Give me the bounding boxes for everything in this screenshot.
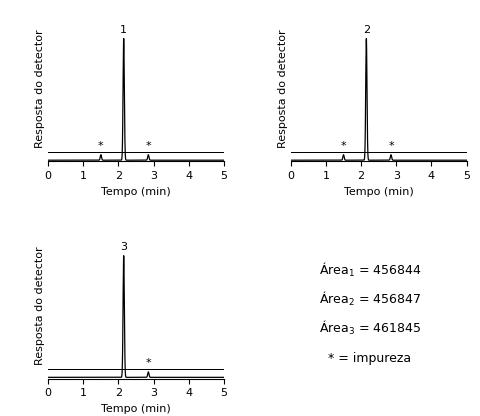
X-axis label: Tempo (min): Tempo (min) bbox=[101, 404, 170, 414]
Text: Área$_3$ = 461845: Área$_3$ = 461845 bbox=[318, 319, 420, 337]
Text: * = impureza: * = impureza bbox=[328, 352, 410, 365]
Y-axis label: Resposta do detector: Resposta do detector bbox=[35, 247, 45, 366]
Text: Área$_2$ = 456847: Área$_2$ = 456847 bbox=[318, 290, 420, 308]
Text: 2: 2 bbox=[362, 25, 369, 35]
Text: *: * bbox=[340, 141, 346, 151]
Text: *: * bbox=[145, 141, 151, 151]
X-axis label: Tempo (min): Tempo (min) bbox=[343, 187, 413, 197]
Text: 1: 1 bbox=[120, 25, 127, 35]
Text: *: * bbox=[145, 358, 151, 368]
Y-axis label: Resposta do detector: Resposta do detector bbox=[277, 30, 288, 149]
Text: 3: 3 bbox=[120, 242, 127, 252]
Text: *: * bbox=[387, 141, 393, 151]
Text: *: * bbox=[98, 141, 104, 151]
Y-axis label: Resposta do detector: Resposta do detector bbox=[35, 30, 45, 149]
X-axis label: Tempo (min): Tempo (min) bbox=[101, 187, 170, 197]
Text: Área$_1$ = 456844: Área$_1$ = 456844 bbox=[318, 261, 420, 279]
